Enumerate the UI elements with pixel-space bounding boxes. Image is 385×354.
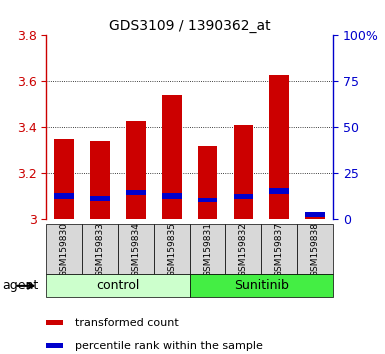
FancyBboxPatch shape (46, 224, 82, 274)
Bar (126, 190, 146, 195)
FancyBboxPatch shape (189, 274, 333, 297)
Title: GDS3109 / 1390362_at: GDS3109 / 1390362_at (109, 19, 270, 33)
FancyBboxPatch shape (46, 274, 189, 297)
Bar (46, 320, 64, 325)
Bar (90, 141, 110, 219)
Text: GSM159831: GSM159831 (203, 222, 212, 276)
Bar (54, 193, 74, 199)
FancyBboxPatch shape (261, 224, 297, 274)
Bar (198, 198, 218, 202)
Bar (305, 212, 325, 217)
FancyBboxPatch shape (226, 224, 261, 274)
Bar (270, 75, 289, 219)
Text: GSM159837: GSM159837 (275, 222, 284, 276)
Text: GSM159834: GSM159834 (131, 222, 141, 276)
FancyBboxPatch shape (297, 224, 333, 274)
Bar (162, 95, 182, 219)
Bar (46, 343, 64, 348)
FancyBboxPatch shape (154, 224, 189, 274)
Text: GSM159835: GSM159835 (167, 222, 176, 276)
Bar (90, 196, 110, 201)
FancyBboxPatch shape (118, 224, 154, 274)
Text: agent: agent (2, 279, 38, 292)
Bar (54, 139, 74, 219)
Bar (126, 120, 146, 219)
Text: percentile rank within the sample: percentile rank within the sample (75, 341, 263, 351)
Text: Sunitinib: Sunitinib (234, 279, 289, 292)
Text: GSM159838: GSM159838 (311, 222, 320, 276)
Text: GSM159833: GSM159833 (95, 222, 104, 276)
Bar (198, 146, 218, 219)
FancyBboxPatch shape (82, 224, 118, 274)
Text: GSM159830: GSM159830 (60, 222, 69, 276)
Bar (270, 188, 289, 194)
FancyBboxPatch shape (189, 224, 226, 274)
Text: control: control (96, 279, 140, 292)
Bar (305, 215, 325, 219)
Bar (234, 194, 253, 199)
Text: GSM159832: GSM159832 (239, 222, 248, 276)
Bar (162, 193, 182, 199)
Text: transformed count: transformed count (75, 318, 179, 328)
Bar (234, 125, 253, 219)
